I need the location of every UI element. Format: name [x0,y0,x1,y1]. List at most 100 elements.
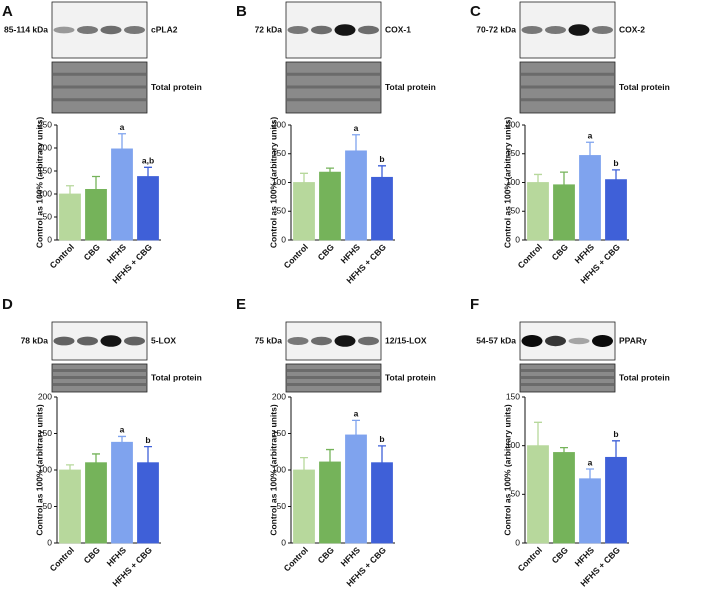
x-tick-label: Control [48,545,76,573]
y-tick-label: 50 [277,501,287,511]
bar [527,182,549,241]
x-tick-label: Control [282,242,310,270]
bar [319,171,341,241]
y-axis-title: Control as 100% (arbitrary units) [34,117,44,248]
error-bar [66,464,74,470]
blot-band [311,336,332,346]
y-tick-label: 50 [511,489,521,499]
panel-letter: E [236,296,246,313]
y-tick-label: 0 [47,537,52,547]
bar-label: a [354,123,359,133]
x-tick-label: CBG [550,545,571,566]
blot-band [287,337,309,345]
y-tick-label: 100 [272,177,286,187]
bar-label: a,b [142,156,154,166]
y-tick-label: 200 [38,142,52,152]
y-tick-label: 100 [38,188,52,198]
bar [111,148,133,241]
bar [59,193,81,241]
x-tick-label: CBG [82,545,103,566]
y-axis-title: Control as 100% (arbitrary units) [34,404,44,535]
y-tick-label: 50 [43,211,53,221]
bar-label: b [379,434,384,444]
bar [293,469,315,544]
error-bar [144,166,152,177]
bar [605,456,627,544]
loading-band [521,369,614,372]
x-tick-label: HFHS [339,545,363,569]
bar [371,176,393,241]
bar [553,452,575,544]
blot-band [311,25,332,35]
panel-letter: B [236,3,247,20]
y-tick-label: 0 [515,234,520,244]
blot-label: 72 kDa [255,24,283,34]
y-tick-label: 0 [515,537,520,547]
y-tick-label: 150 [272,428,286,438]
protein-label: COX-2 [619,24,645,34]
y-axis-title: Control as 100% (arbitrary units) [268,404,278,535]
x-tick-label: HFHS [573,242,597,266]
error-bar [300,456,308,470]
error-bar [612,169,620,180]
blot-band [592,26,613,34]
loading-band [287,376,380,379]
y-tick-label: 100 [272,464,286,474]
blot-band [568,337,590,345]
y-tick-label: 100 [506,177,520,187]
error-bar [378,165,386,178]
loading-band [53,98,146,102]
blot-band [124,26,145,34]
blot-band [545,335,566,347]
protein-label: 5-LOX [151,335,176,345]
bar [85,188,107,241]
bar-label: a [120,425,125,435]
y-tick-label: 0 [281,537,286,547]
x-tick-label: CBG [316,242,337,263]
bar [527,445,549,544]
y-tick-label: 200 [38,391,52,401]
error-bar [534,421,542,446]
bar [579,478,601,544]
bar-label: b [145,435,150,445]
error-bar [586,141,594,156]
loading-band [287,383,380,386]
blot-band [568,24,590,36]
error-bar [118,133,126,149]
blot-band [100,335,122,347]
y-tick-label: 150 [38,428,52,438]
x-tick-label: Control [516,242,544,270]
blot-band [521,26,543,34]
y-axis-title: Control as 100% (arbitrary units) [268,117,278,248]
y-tick-label: 150 [506,148,520,158]
blot-band [53,336,75,346]
blot-label: 54-57 kDa [476,335,516,345]
bar-label: a [588,131,593,141]
y-axis-title: Control as 100% (arbitrary units) [502,404,512,535]
loading-band [287,72,380,76]
y-tick-label: 200 [272,119,286,129]
loading-band [287,98,380,102]
loading-band [521,383,614,386]
y-tick-label: 50 [511,206,521,216]
x-tick-label: CBG [316,545,337,566]
x-tick-label: Control [282,545,310,573]
panel-letter: C [470,3,481,20]
loading-label: Total protein [385,82,436,92]
bar [85,462,107,544]
protein-label: cPLA2 [151,24,178,34]
blot-label: 70-72 kDa [476,24,516,34]
y-tick-label: 100 [506,440,520,450]
blot-band [334,24,356,36]
bar [137,462,159,544]
bar-label: b [379,154,384,164]
x-tick-label: HFHS [573,545,597,569]
x-tick-label: Control [48,242,76,270]
blot-band [287,26,309,34]
blot-band [358,336,379,346]
bar [371,462,393,544]
error-bar [118,435,126,443]
y-tick-label: 200 [506,119,520,129]
bar [59,469,81,544]
blot-label: 75 kDa [255,335,283,345]
